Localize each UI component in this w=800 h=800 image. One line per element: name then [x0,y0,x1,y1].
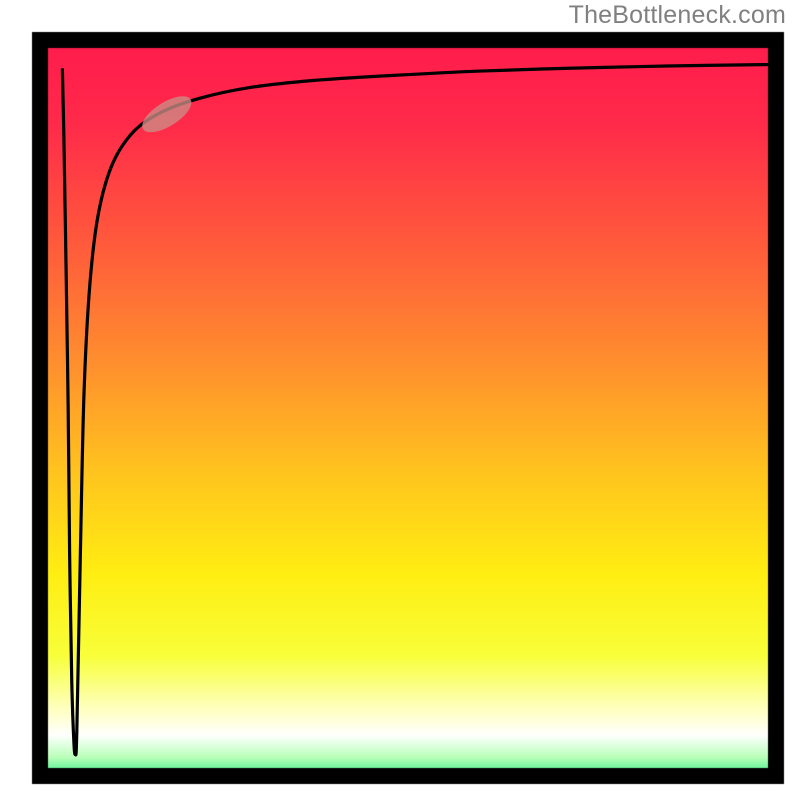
gradient-plot-background [0,0,800,800]
chart-stage: TheBottleneck.com [0,0,800,800]
watermark-text: TheBottleneck.com [569,0,800,30]
